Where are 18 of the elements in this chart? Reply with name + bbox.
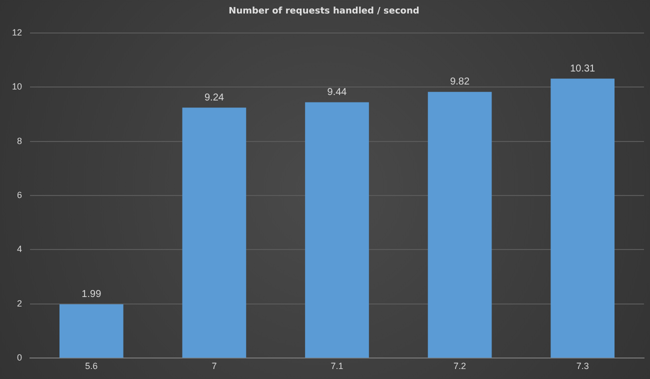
y-tick-label: 12 bbox=[12, 27, 22, 38]
y-tick-label: 0 bbox=[16, 352, 22, 363]
y-tick-label: 8 bbox=[16, 136, 22, 146]
x-tick-label: 7.1 bbox=[330, 361, 344, 372]
x-tick-label: 7 bbox=[212, 361, 217, 372]
data-label: 9.82 bbox=[450, 76, 470, 88]
data-label: 9.24 bbox=[204, 92, 224, 104]
y-tick-label: 2 bbox=[16, 298, 22, 308]
y-tick-label: 4 bbox=[16, 244, 22, 254]
y-tick-label: 10 bbox=[12, 82, 22, 92]
data-label: 9.44 bbox=[327, 86, 348, 98]
data-label: 1.99 bbox=[82, 288, 102, 300]
x-tick-label: 7.3 bbox=[576, 361, 589, 372]
x-tick-label: 5.6 bbox=[85, 361, 98, 372]
x-tick-label: 7.2 bbox=[454, 361, 466, 372]
y-tick-label: 6 bbox=[16, 190, 22, 200]
data-label: 10.31 bbox=[570, 63, 596, 74]
chart-title: Number of requests handled / second bbox=[228, 6, 420, 17]
